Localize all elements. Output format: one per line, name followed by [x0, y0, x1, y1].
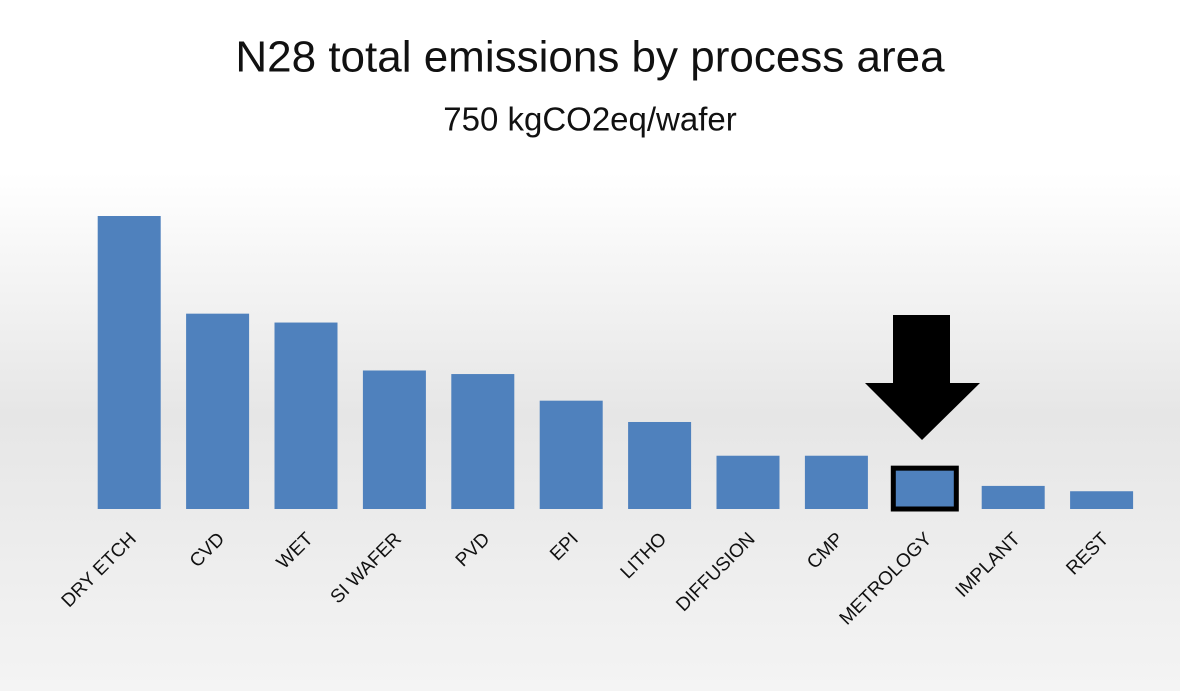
bar [539, 400, 603, 509]
bar [451, 374, 515, 509]
bar [97, 216, 161, 509]
bar [274, 322, 338, 509]
bar [981, 485, 1045, 509]
x-tick-label: CVD [186, 529, 229, 572]
bar [716, 455, 780, 509]
bar [186, 313, 250, 509]
bar [804, 455, 868, 509]
x-tick-label: EPI [546, 529, 583, 566]
x-tick-label: DIFFUSION [672, 529, 759, 616]
x-tick-label: DRY ETCH [58, 529, 141, 612]
plot-area: DRY ETCH CVD WET SI WAFER PVD EPI LITHO DIFFUSI… [58, 216, 1134, 629]
chart-title: N28 total emissions by process area [235, 33, 945, 82]
x-tick-label: WET [273, 528, 318, 573]
chart-subtitle: 750 kgCO2eq/wafer [443, 101, 737, 138]
bar [362, 370, 426, 509]
x-tick-label: CMP [803, 529, 848, 574]
x-tick-label: LITHO [617, 529, 671, 583]
x-tick-label: REST [1062, 528, 1113, 579]
bar [1070, 491, 1134, 509]
x-tick-label: SI WAFER [327, 529, 406, 608]
bar [628, 421, 692, 509]
x-tick-label: METROLOGY [836, 528, 937, 629]
bar [890, 465, 959, 512]
arrow [865, 315, 980, 440]
x-tick-label: PVD [452, 529, 494, 571]
x-tick-label: IMPLANT [952, 528, 1025, 601]
